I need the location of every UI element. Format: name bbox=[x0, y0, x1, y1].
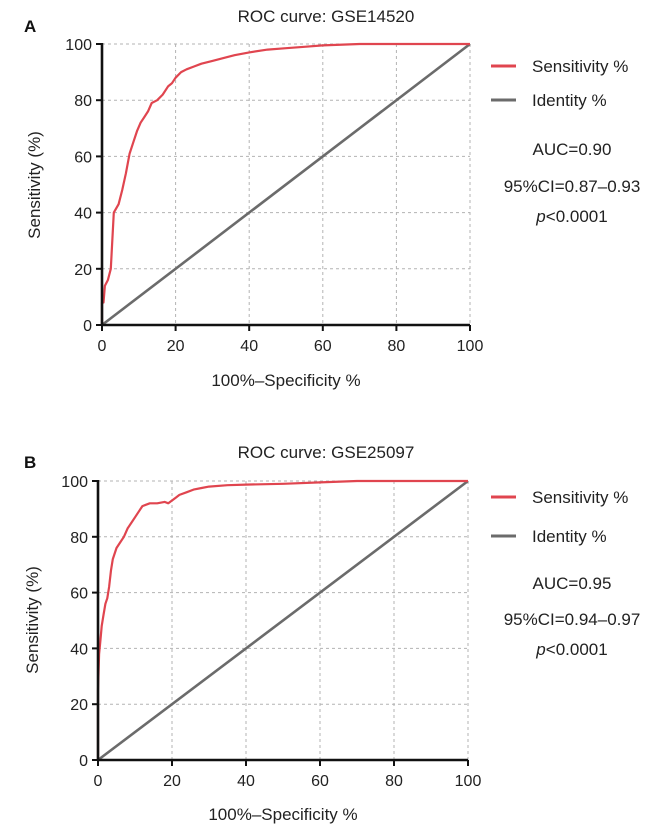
y-tick-label: 20 bbox=[74, 262, 92, 279]
y-tick-label: 40 bbox=[70, 641, 88, 658]
auc-annotation: AUC=0.90 bbox=[533, 140, 612, 159]
chart-title: ROC curve: GSE14520 bbox=[238, 7, 415, 26]
x-tick-label: 40 bbox=[237, 773, 255, 790]
x-tick-label: 60 bbox=[311, 773, 329, 790]
sensitivity-line bbox=[100, 42, 470, 325]
p-symbol: p bbox=[535, 640, 545, 659]
y-tick-label: 0 bbox=[83, 318, 92, 335]
y-axis-label: Sensitivity (%) bbox=[25, 131, 44, 239]
identity-line bbox=[101, 42, 471, 327]
x-tick-label: 20 bbox=[163, 773, 181, 790]
ci-annotation: 95%CI=0.87–0.93 bbox=[504, 177, 641, 196]
y-tick-label: 20 bbox=[70, 697, 88, 714]
y-tick-label: 60 bbox=[70, 586, 88, 603]
x-tick-label: 40 bbox=[240, 338, 258, 355]
x-tick-label: 0 bbox=[98, 338, 107, 355]
p-threshold: <0.0001 bbox=[546, 640, 608, 659]
legend-identity-label: Identity % bbox=[532, 527, 607, 546]
y-tick-label: 80 bbox=[70, 530, 88, 547]
auc-annotation: AUC=0.95 bbox=[533, 574, 612, 593]
x-tick-label: 60 bbox=[314, 338, 332, 355]
ci-annotation: 95%CI=0.94–0.97 bbox=[504, 610, 641, 629]
panel-a: A ROC curve: GSE14520 0 20 40 60 80 100 0 20 40 60 8… bbox=[24, 7, 640, 390]
legend-sensitivity-label: Sensitivity % bbox=[532, 57, 628, 76]
y-tick-label: 100 bbox=[65, 37, 92, 54]
panel-label: B bbox=[24, 453, 36, 472]
x-tick-label: 0 bbox=[94, 773, 103, 790]
legend-identity-label: Identity % bbox=[532, 91, 607, 110]
p-symbol: p bbox=[535, 207, 545, 226]
chart-title: ROC curve: GSE25097 bbox=[238, 443, 415, 462]
panel-label: A bbox=[24, 17, 36, 36]
x-tick-label: 20 bbox=[167, 338, 185, 355]
y-axis-label: Sensitivity (%) bbox=[23, 566, 42, 674]
x-axis-label: 100%–Specificity % bbox=[211, 371, 360, 390]
x-tick-label: 80 bbox=[388, 338, 406, 355]
panel-b: B ROC curve: GSE25097 0 20 40 60 80 100 0 20 40 60 8… bbox=[23, 443, 640, 824]
p-value-annotation: p<0.0001 bbox=[535, 207, 607, 226]
y-tick-label: 100 bbox=[61, 474, 88, 491]
legend-sensitivity-label: Sensitivity % bbox=[532, 488, 628, 507]
y-tick-label: 80 bbox=[74, 93, 92, 110]
y-tick-label: 0 bbox=[79, 753, 88, 770]
x-axis-label: 100%–Specificity % bbox=[208, 805, 357, 824]
p-threshold: <0.0001 bbox=[546, 207, 608, 226]
x-tick-label: 100 bbox=[455, 773, 482, 790]
x-tick-label: 80 bbox=[385, 773, 403, 790]
y-tick-label: 40 bbox=[74, 206, 92, 223]
p-value-annotation: p<0.0001 bbox=[535, 640, 607, 659]
x-tick-label: 100 bbox=[457, 338, 484, 355]
identity-line bbox=[97, 479, 469, 762]
y-tick-label: 60 bbox=[74, 149, 92, 166]
sensitivity-line bbox=[96, 479, 468, 760]
